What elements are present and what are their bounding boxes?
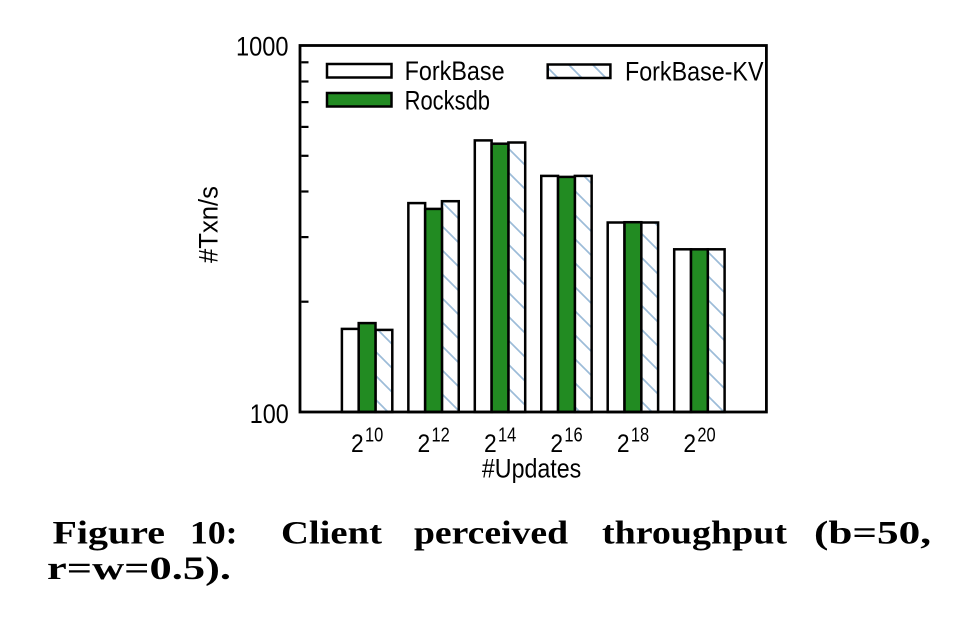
svg-text:Rocksdb: Rocksdb <box>405 86 490 116</box>
svg-text:2: 2 <box>484 430 497 458</box>
svg-text:ForkBase: ForkBase <box>405 56 505 86</box>
svg-text:100: 100 <box>250 399 289 429</box>
svg-text:10:: 10: <box>190 516 238 552</box>
svg-text:Figure: Figure <box>53 516 166 552</box>
svg-text:1000: 1000 <box>236 32 289 62</box>
svg-text:#Txn/s: #Txn/s <box>194 186 224 263</box>
svg-text:18: 18 <box>631 425 649 447</box>
svg-text:10: 10 <box>365 425 383 447</box>
svg-text:ForkBase-KV: ForkBase-KV <box>625 57 764 87</box>
svg-text:20: 20 <box>697 425 715 447</box>
svg-text:2: 2 <box>683 430 696 458</box>
svg-text:12: 12 <box>432 425 450 447</box>
svg-text:16: 16 <box>564 425 582 447</box>
svg-text:Client: Client <box>281 516 382 552</box>
svg-text:2: 2 <box>418 430 431 458</box>
svg-text:2: 2 <box>351 430 364 458</box>
svg-text:perceived: perceived <box>414 516 568 552</box>
svg-text:2: 2 <box>617 430 630 458</box>
svg-text:r=w=0.5).: r=w=0.5). <box>47 551 231 587</box>
svg-text:14: 14 <box>498 425 516 447</box>
svg-text:2: 2 <box>550 430 563 458</box>
svg-text:#Updates: #Updates <box>482 454 581 484</box>
svg-text:(b=50,: (b=50, <box>814 516 931 552</box>
svg-text:throughput: throughput <box>602 516 787 552</box>
